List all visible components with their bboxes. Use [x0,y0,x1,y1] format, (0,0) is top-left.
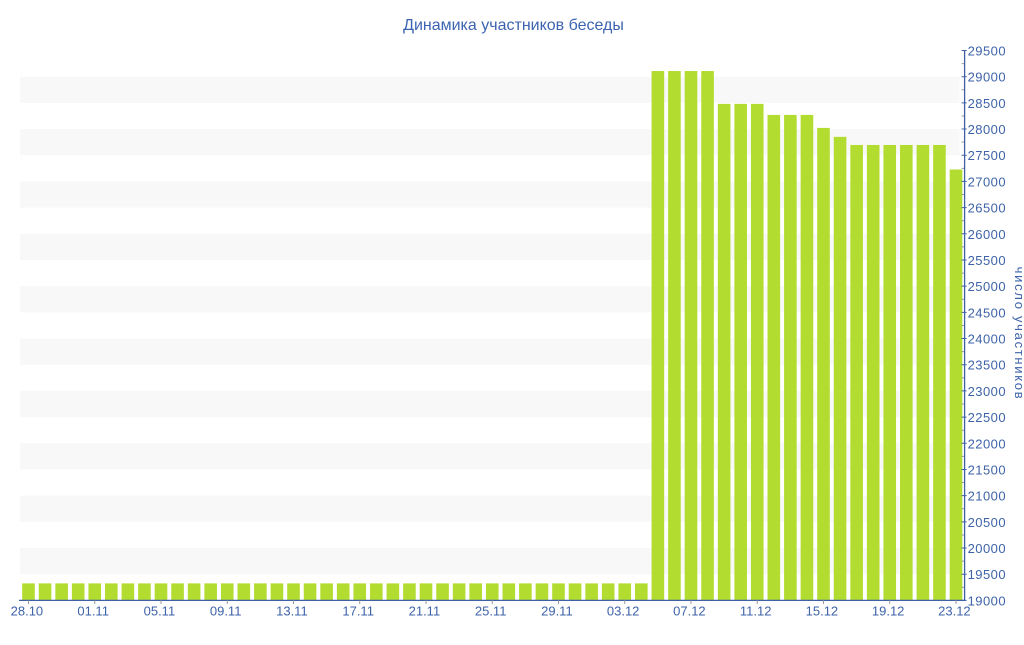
svg-text:03.12: 03.12 [607,603,640,618]
svg-text:27000: 27000 [968,174,1006,189]
svg-text:09.11: 09.11 [210,603,242,618]
svg-text:24000: 24000 [968,332,1006,347]
svg-text:Динамика участников беседы: Динамика участников беседы [403,17,624,34]
svg-text:19.12: 19.12 [872,603,905,618]
svg-text:28500: 28500 [968,96,1006,111]
svg-text:29000: 29000 [968,70,1006,85]
svg-text:11.12: 11.12 [740,603,772,618]
svg-text:05.11: 05.11 [144,603,176,618]
svg-text:25500: 25500 [968,253,1006,268]
svg-text:17.11: 17.11 [342,603,374,618]
svg-text:29.11: 29.11 [541,603,573,618]
svg-text:28.10: 28.10 [11,603,44,618]
svg-text:25.11: 25.11 [475,603,507,618]
svg-text:07.12: 07.12 [673,603,706,618]
svg-text:22000: 22000 [968,436,1006,451]
svg-text:29500: 29500 [968,44,1006,59]
svg-text:23000: 23000 [968,384,1006,399]
svg-text:28000: 28000 [968,122,1006,137]
svg-text:19000: 19000 [968,593,1006,608]
svg-text:15.12: 15.12 [806,603,839,618]
svg-text:22500: 22500 [968,410,1006,425]
svg-text:25000: 25000 [968,279,1006,294]
svg-text:21000: 21000 [968,489,1006,504]
svg-text:20500: 20500 [968,515,1006,530]
svg-text:21.11: 21.11 [409,603,441,618]
svg-text:20000: 20000 [968,541,1006,556]
svg-text:23500: 23500 [968,358,1006,373]
svg-text:число участников: число участников [1012,267,1024,401]
svg-text:19500: 19500 [968,567,1006,582]
svg-text:21500: 21500 [968,462,1006,477]
svg-text:01.11: 01.11 [77,603,109,618]
svg-text:24500: 24500 [968,305,1006,320]
svg-text:27500: 27500 [968,148,1006,163]
svg-text:26500: 26500 [968,201,1006,216]
svg-text:13.11: 13.11 [276,603,308,618]
svg-text:23.12: 23.12 [938,603,971,618]
svg-text:26000: 26000 [968,227,1006,242]
